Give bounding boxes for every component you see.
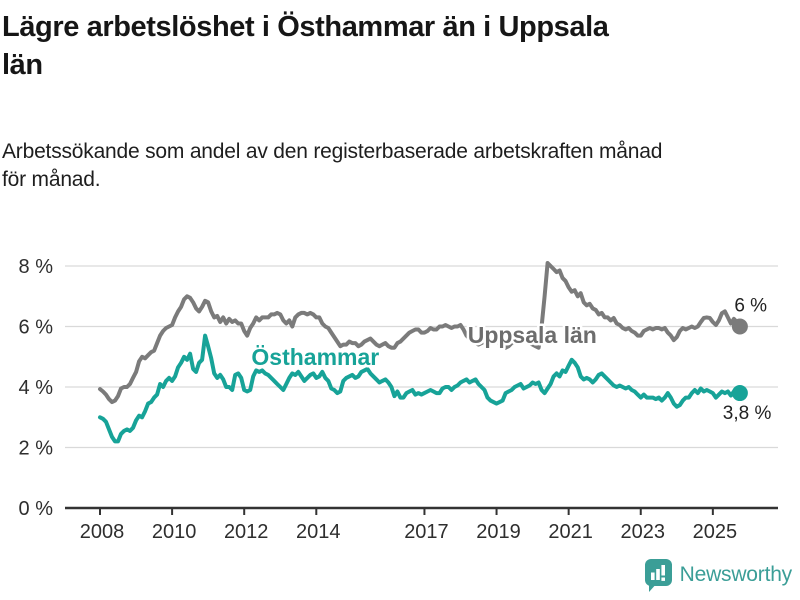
- newsworthy-bubble-icon: [644, 558, 672, 592]
- osthammar-line: [98, 333, 742, 444]
- x-tick-label: 2021: [548, 521, 593, 543]
- x-tick-label: 2012: [224, 521, 269, 543]
- series-annotation: Uppsala län: [468, 322, 597, 348]
- y-tick-label: 2 %: [19, 438, 54, 460]
- x-tick-label: 2023: [621, 521, 666, 543]
- page-title: Lägre arbetslöshet i Östhammar än i Upps…: [2, 8, 792, 84]
- osthammar-end-dot: [731, 385, 748, 402]
- uppsala-line: [98, 261, 742, 405]
- chart-subtitle: Arbetssökande som andel av den registerb…: [2, 138, 792, 194]
- series-annotation: Östhammar: [251, 344, 379, 370]
- y-tick-label: 0 %: [19, 498, 54, 520]
- y-tick-label: 8 %: [19, 256, 54, 278]
- x-tick-label: 2019: [476, 521, 521, 543]
- subtitle-line-1: Arbetssökande som andel av den registerb…: [2, 140, 663, 163]
- newsworthy-logo: Newsworthy: [644, 557, 792, 593]
- y-tick-label: 4 %: [19, 377, 54, 399]
- subtitle-line-2: för månad.: [2, 168, 101, 191]
- title-line-1: Lägre arbetslöshet i Östhammar än i Upps…: [2, 11, 609, 43]
- series-annotation: 3,8 %: [723, 403, 772, 424]
- title-line-2: län: [2, 49, 43, 81]
- uppsala-end-dot: [731, 318, 748, 335]
- newsworthy-wordmark: Newsworthy: [679, 563, 793, 586]
- x-tick-label: 2008: [80, 521, 125, 543]
- y-tick-label: 6 %: [19, 317, 54, 339]
- x-tick-label: 2014: [296, 521, 341, 543]
- x-tick-label: 2025: [693, 521, 738, 543]
- x-tick-label: 2010: [152, 521, 197, 543]
- series-annotation: 6 %: [734, 295, 767, 316]
- x-tick-label: 2017: [404, 521, 449, 543]
